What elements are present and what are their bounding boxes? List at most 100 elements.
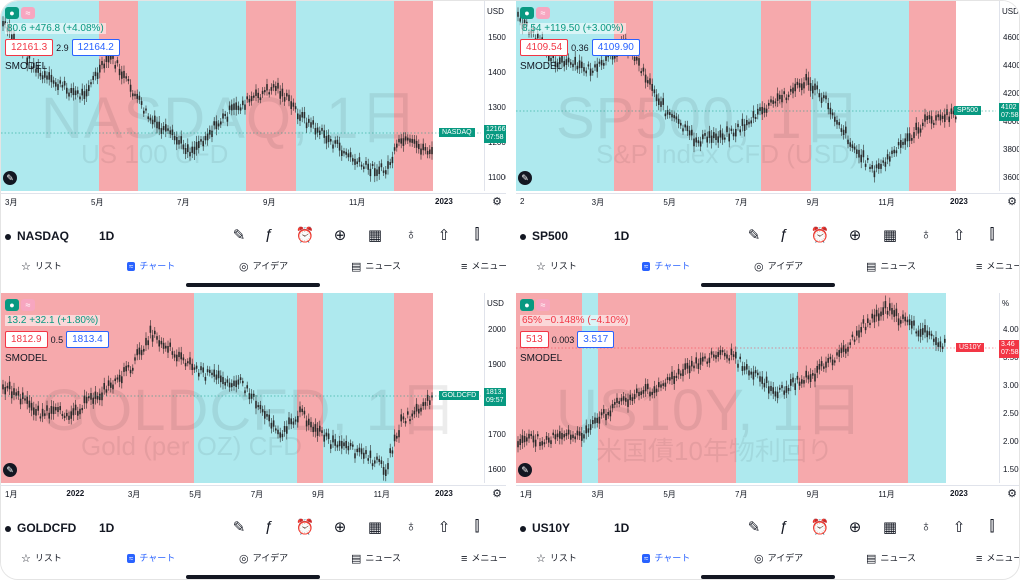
wave-icon[interactable]: ≈ xyxy=(21,299,35,311)
plus-circle-icon[interactable]: ⊕ xyxy=(333,519,347,536)
symbol-selector[interactable]: SP500 xyxy=(520,229,568,243)
bulb-icon[interactable]: ♁ xyxy=(405,518,417,535)
chart-canvas[interactable]: GOLDCFD, 1日Gold (per OZ) CFD●≈13.2 +32.1… xyxy=(1,293,481,483)
plus-circle-icon[interactable]: ⊕ xyxy=(848,519,862,536)
share-icon[interactable]: ⇧ xyxy=(437,227,451,244)
tab-chart[interactable]: ≈ チャート xyxy=(127,551,175,564)
share-icon[interactable]: ⇧ xyxy=(952,519,966,536)
settings-gear-icon[interactable]: ⚙ xyxy=(492,488,502,500)
drawing-toggle-icon[interactable]: ✎ xyxy=(518,171,532,185)
bulb-icon[interactable]: ♁ xyxy=(920,518,932,535)
pencil-icon[interactable]: ✎ xyxy=(747,227,761,244)
interval-selector[interactable]: 1D xyxy=(614,521,630,535)
tab-star[interactable]: ☆ リスト xyxy=(21,259,62,273)
bid-button[interactable]: 12161.3 xyxy=(5,39,54,56)
tab-star[interactable]: ☆ リスト xyxy=(21,551,62,565)
tab-idea[interactable]: ◎ アイデア xyxy=(239,259,288,273)
tab-chart[interactable]: ≈ チャート xyxy=(127,259,175,272)
chart-panel-us10y[interactable]: US10Y, 1日米国債10年物利回り●≈65% −0.148% (−4.10%… xyxy=(516,293,1019,579)
visibility-icon[interactable]: ● xyxy=(520,299,534,311)
legend-icon-group[interactable]: ● ≈ xyxy=(5,7,35,19)
tab-news[interactable]: ▤ ニュース xyxy=(351,259,401,273)
wave-icon[interactable]: ≈ xyxy=(536,299,550,311)
bid-ask-group[interactable]: 1812.9 0.5 1813.4 xyxy=(5,331,109,348)
grid-icon[interactable]: ▦ xyxy=(882,519,898,536)
ask-button[interactable]: 4109.90 xyxy=(591,39,640,56)
grid-icon[interactable]: ▦ xyxy=(882,227,898,244)
ask-button[interactable]: 1813.4 xyxy=(66,331,109,348)
split-icon[interactable]: ⫿ xyxy=(474,226,480,243)
time-axis[interactable]: 3月 5月 7月 9月 11月 2023 ⚙ xyxy=(1,193,506,209)
pencil-icon[interactable]: ✎ xyxy=(232,227,246,244)
tab-menu[interactable]: ≡ メニュー xyxy=(461,259,506,273)
tab-news[interactable]: ▤ ニュース xyxy=(866,551,916,565)
legend-icon-group[interactable]: ● ≈ xyxy=(5,299,35,311)
bid-button[interactable]: 513 xyxy=(520,331,549,348)
tab-idea[interactable]: ◎ アイデア xyxy=(239,551,288,565)
settings-gear-icon[interactable]: ⚙ xyxy=(492,196,502,208)
time-axis[interactable]: 1月 3月 5月 7月 9月 11月 2023 ⚙ xyxy=(516,485,1019,501)
time-axis[interactable]: 2 3月 5月 7月 9月 11月 2023 ⚙ xyxy=(516,193,1019,209)
bulb-icon[interactable]: ♁ xyxy=(405,226,417,243)
chart-panel-sp500[interactable]: SP500, 1日S&P Index CFD (USD)●≈8.54 +119.… xyxy=(516,1,1019,291)
plus-circle-icon[interactable]: ⊕ xyxy=(333,227,347,244)
wave-icon[interactable]: ≈ xyxy=(21,7,35,19)
symbol-selector[interactable]: GOLDCFD xyxy=(5,521,76,535)
interval-selector[interactable]: 1D xyxy=(614,229,630,243)
tab-menu[interactable]: ≡ メニュー xyxy=(976,551,1019,565)
pencil-icon[interactable]: ✎ xyxy=(232,519,246,536)
tab-news[interactable]: ▤ ニュース xyxy=(351,551,401,565)
fx-icon[interactable]: ƒ xyxy=(779,518,789,535)
drawing-toggle-icon[interactable]: ✎ xyxy=(518,463,532,477)
tab-menu[interactable]: ≡ メニュー xyxy=(976,259,1019,273)
split-icon[interactable]: ⫿ xyxy=(474,518,480,535)
tab-idea[interactable]: ◎ アイデア xyxy=(754,551,803,565)
tab-menu[interactable]: ≡ メニュー xyxy=(461,551,506,565)
share-icon[interactable]: ⇧ xyxy=(952,227,966,244)
bulb-icon[interactable]: ♁ xyxy=(920,226,932,243)
fx-icon[interactable]: ƒ xyxy=(264,518,274,535)
alarm-icon[interactable]: ⏰ xyxy=(810,227,830,244)
tab-chart[interactable]: ≈ チャート xyxy=(642,551,690,564)
price-axis[interactable]: USD1500014000130001200011000 xyxy=(484,1,506,191)
fx-icon[interactable]: ƒ xyxy=(264,226,274,243)
ask-button[interactable]: 3.517 xyxy=(577,331,615,348)
bid-ask-group[interactable]: 12161.3 2.9 12164.2 xyxy=(5,39,120,56)
drawing-toggle-icon[interactable]: ✎ xyxy=(3,171,17,185)
bid-button[interactable]: 1812.9 xyxy=(5,331,48,348)
settings-gear-icon[interactable]: ⚙ xyxy=(1007,196,1017,208)
ask-button[interactable]: 12164.2 xyxy=(71,39,120,56)
alarm-icon[interactable]: ⏰ xyxy=(295,519,315,536)
bid-ask-group[interactable]: 513 0.003 3.517 xyxy=(520,331,615,348)
alarm-icon[interactable]: ⏰ xyxy=(295,227,315,244)
drawing-toggle-icon[interactable]: ✎ xyxy=(3,463,17,477)
wave-icon[interactable]: ≈ xyxy=(536,7,550,19)
tab-news[interactable]: ▤ ニュース xyxy=(866,259,916,273)
grid-icon[interactable]: ▦ xyxy=(367,519,383,536)
grid-icon[interactable]: ▦ xyxy=(367,227,383,244)
visibility-icon[interactable]: ● xyxy=(5,7,19,19)
chart-canvas[interactable]: NASDAQ, 1日US 100 CFD●≈80.6 +476.8 (+4.08… xyxy=(1,1,481,191)
legend-icon-group[interactable]: ● ≈ xyxy=(520,299,550,311)
symbol-selector[interactable]: US10Y xyxy=(520,521,570,535)
legend-icon-group[interactable]: ● ≈ xyxy=(520,7,550,19)
tab-idea[interactable]: ◎ アイデア xyxy=(754,259,803,273)
pencil-icon[interactable]: ✎ xyxy=(747,519,761,536)
share-icon[interactable]: ⇧ xyxy=(437,519,451,536)
chart-canvas[interactable]: US10Y, 1日米国債10年物利回り●≈65% −0.148% (−4.10%… xyxy=(516,293,996,483)
price-axis[interactable]: USD 4600 4400 4200 4000 3800 3600 xyxy=(999,1,1019,191)
chart-panel-goldcfd[interactable]: GOLDCFD, 1日Gold (per OZ) CFD●≈13.2 +32.1… xyxy=(1,293,506,579)
visibility-icon[interactable]: ● xyxy=(5,299,19,311)
chart-panel-nasdaq[interactable]: NASDAQ, 1日US 100 CFD●≈80.6 +476.8 (+4.08… xyxy=(1,1,506,291)
plus-circle-icon[interactable]: ⊕ xyxy=(848,227,862,244)
interval-selector[interactable]: 1D xyxy=(99,521,115,535)
settings-gear-icon[interactable]: ⚙ xyxy=(1007,488,1017,500)
visibility-icon[interactable]: ● xyxy=(520,7,534,19)
fx-icon[interactable]: ƒ xyxy=(779,226,789,243)
tab-star[interactable]: ☆ リスト xyxy=(536,259,577,273)
symbol-selector[interactable]: NASDAQ xyxy=(5,229,69,243)
split-icon[interactable]: ⫿ xyxy=(989,226,995,243)
chart-canvas[interactable]: SP500, 1日S&P Index CFD (USD)●≈8.54 +119.… xyxy=(516,1,996,191)
interval-selector[interactable]: 1D xyxy=(99,229,115,243)
